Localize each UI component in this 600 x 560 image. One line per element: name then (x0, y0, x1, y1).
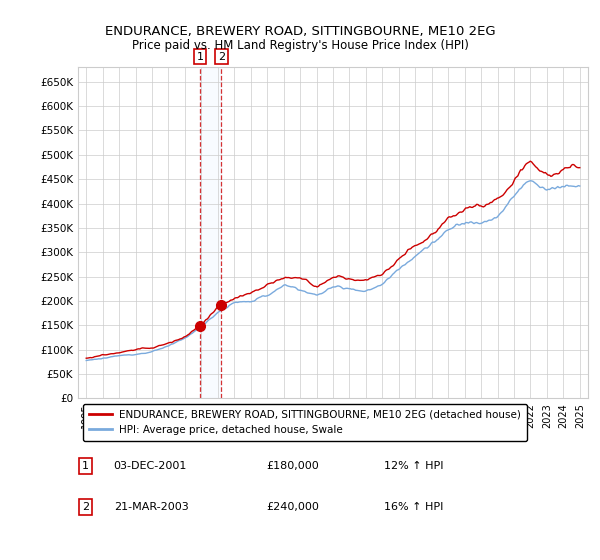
Text: 2: 2 (218, 52, 225, 62)
Text: ENDURANCE, BREWERY ROAD, SITTINGBOURNE, ME10 2EG: ENDURANCE, BREWERY ROAD, SITTINGBOURNE, … (104, 25, 496, 38)
Text: 21-MAR-2003: 21-MAR-2003 (114, 502, 188, 512)
Text: Price paid vs. HM Land Registry's House Price Index (HPI): Price paid vs. HM Land Registry's House … (131, 39, 469, 52)
Text: £180,000: £180,000 (266, 461, 319, 471)
Text: £240,000: £240,000 (266, 502, 320, 512)
Bar (200, 67, 221, 398)
Text: 12% ↑ HPI: 12% ↑ HPI (384, 461, 443, 471)
Text: 2: 2 (82, 502, 89, 512)
Text: 1: 1 (82, 461, 89, 471)
Text: 1: 1 (197, 52, 203, 62)
Legend: ENDURANCE, BREWERY ROAD, SITTINGBOURNE, ME10 2EG (detached house), HPI: Average : ENDURANCE, BREWERY ROAD, SITTINGBOURNE, … (83, 404, 527, 441)
Text: 03-DEC-2001: 03-DEC-2001 (114, 461, 187, 471)
Text: 16% ↑ HPI: 16% ↑ HPI (384, 502, 443, 512)
